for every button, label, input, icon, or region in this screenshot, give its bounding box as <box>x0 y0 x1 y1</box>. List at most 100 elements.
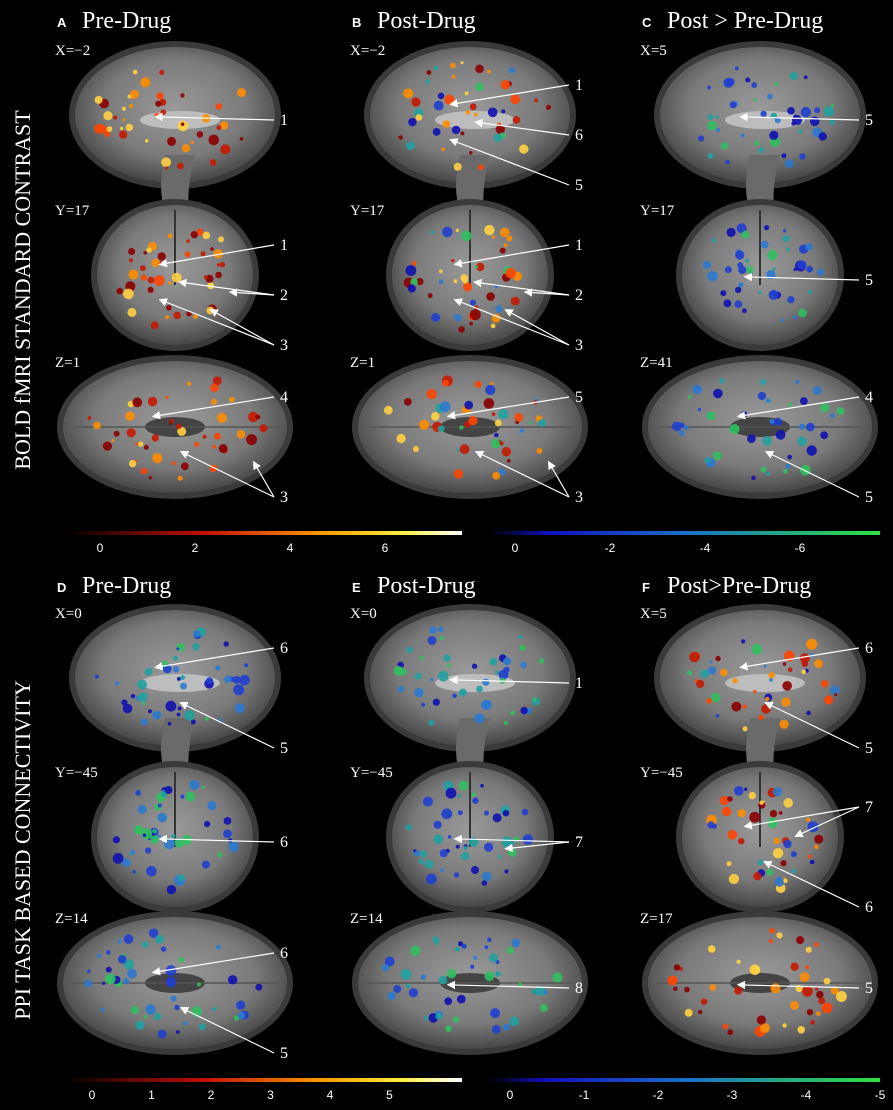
activation-blob <box>116 287 124 295</box>
activation-blob <box>757 290 762 295</box>
activation-blob <box>520 706 528 715</box>
activation-blob <box>121 106 126 111</box>
activation-blob <box>816 1011 821 1016</box>
callout-number: 6 <box>280 945 288 962</box>
activation-blob <box>167 233 173 239</box>
activation-blob <box>724 266 732 274</box>
activation-blob <box>216 125 222 131</box>
activation-blob <box>806 638 818 650</box>
activation-blob <box>102 441 112 451</box>
activation-blob <box>700 998 708 1005</box>
activation-blob <box>528 421 533 425</box>
activation-blob <box>122 118 126 122</box>
activation-blob <box>259 424 268 433</box>
activation-blob <box>518 982 523 987</box>
callout-number: 3 <box>575 489 583 506</box>
activation-blob <box>112 836 120 844</box>
activation-blob <box>236 1000 246 1010</box>
activation-blob <box>816 990 824 999</box>
activation-blob <box>495 124 505 134</box>
activation-blob <box>148 928 159 938</box>
activation-blob <box>782 229 787 233</box>
activation-blob <box>734 786 744 796</box>
activation-blob <box>445 787 457 799</box>
activation-blob <box>214 432 221 440</box>
activation-blob <box>810 116 820 127</box>
activation-blob <box>442 226 453 238</box>
activation-blob <box>720 290 727 297</box>
activation-blob <box>787 107 795 115</box>
callout-number: 5 <box>280 1045 288 1062</box>
callout-arrow <box>474 118 570 136</box>
activation-blob <box>216 263 220 267</box>
activation-blob <box>780 860 787 867</box>
activation-blob <box>478 164 484 171</box>
activation-blob <box>414 672 422 680</box>
activation-blob <box>457 794 461 798</box>
activation-blob <box>476 262 485 272</box>
activation-blob <box>152 829 157 834</box>
activation-blob <box>177 475 183 481</box>
activation-blob <box>782 1023 787 1028</box>
activation-blob <box>123 959 134 970</box>
activation-blob <box>760 110 767 118</box>
activation-blob <box>776 932 783 939</box>
callout-number: 8 <box>575 980 583 997</box>
panel-letter: B <box>352 15 361 30</box>
activation-blob <box>400 968 412 980</box>
activation-blob <box>176 676 181 681</box>
activation-blob <box>800 464 811 476</box>
activation-blob <box>441 147 445 152</box>
activation-blob <box>799 153 806 160</box>
activation-blob <box>428 719 435 726</box>
activation-blob <box>742 726 748 732</box>
slice-coordinate: Y=−45 <box>350 765 393 781</box>
activation-blob <box>500 80 510 90</box>
brain-slice <box>57 355 293 499</box>
activation-blob <box>219 121 229 130</box>
activation-blob <box>130 1006 139 1015</box>
activation-blob <box>208 134 219 146</box>
activation-blob <box>481 700 490 710</box>
activation-blob <box>806 265 813 273</box>
callout-arrow <box>151 396 275 420</box>
activation-blob <box>468 151 473 155</box>
activation-blob <box>177 706 182 711</box>
activation-blob <box>147 276 155 284</box>
activation-blob <box>184 251 191 258</box>
activation-blob <box>438 626 444 633</box>
activation-blob <box>818 132 827 141</box>
activation-blob <box>512 116 521 124</box>
colorbar-tick-label: -2 <box>653 1088 664 1102</box>
activation-blob <box>707 85 711 90</box>
activation-blob <box>734 300 743 309</box>
activation-blob <box>141 828 153 840</box>
activation-blob <box>407 284 416 293</box>
activation-blob <box>463 845 468 850</box>
activation-blob <box>782 235 790 243</box>
activation-blob <box>521 808 529 816</box>
callout-arrow <box>158 298 275 346</box>
activation-blob <box>769 809 778 818</box>
callout-number: 3 <box>575 337 583 354</box>
activation-blob <box>165 965 177 976</box>
callout-arrow <box>504 841 570 853</box>
activation-blob <box>215 103 223 110</box>
activation-blob <box>519 144 529 154</box>
activation-blob <box>501 447 512 457</box>
activation-blob <box>162 664 172 674</box>
activation-blob <box>692 384 702 395</box>
activation-blob <box>167 721 172 726</box>
callout-arrow <box>209 308 275 346</box>
panel-letter: A <box>57 15 67 30</box>
activation-blob <box>144 667 153 676</box>
activation-blob <box>233 676 241 684</box>
activation-blob <box>193 630 201 637</box>
activation-blob <box>190 141 194 145</box>
colorbar-tick-label: -6 <box>795 541 806 555</box>
activation-blob <box>115 681 119 686</box>
activation-blob <box>712 451 722 461</box>
colorbar-tick-label: 0 <box>97 541 104 555</box>
activation-blob <box>224 675 232 683</box>
activation-blob <box>740 411 748 418</box>
